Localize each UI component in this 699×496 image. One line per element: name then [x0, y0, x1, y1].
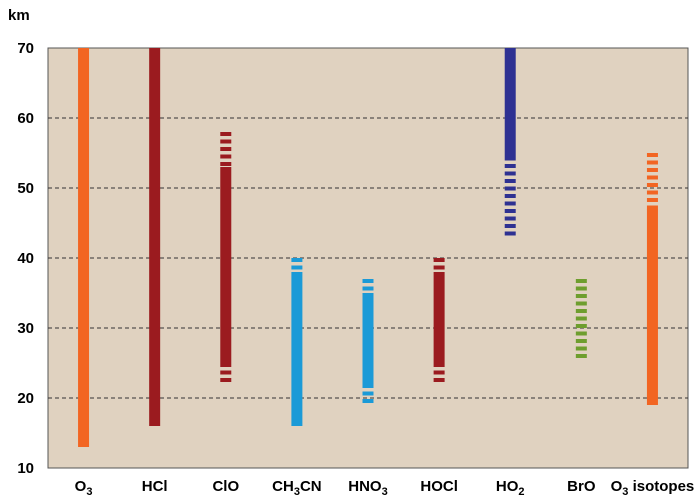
bar-dash-segment — [291, 258, 303, 262]
bar-dash-segment — [504, 179, 516, 183]
bar-dash-segment — [362, 279, 374, 283]
y-tick-label: 50 — [17, 180, 34, 197]
bar-dash-segment — [504, 171, 516, 176]
bar-dash-segment — [646, 190, 658, 195]
bar-solid-segment — [149, 48, 161, 426]
bar-dash-segment — [575, 316, 587, 321]
bar-6 — [504, 48, 516, 236]
bar-dash-segment — [646, 153, 658, 157]
y-axis-label: km — [8, 7, 30, 24]
bar-dash-segment — [575, 354, 587, 358]
bar-dash-segment — [362, 384, 374, 388]
bar-dash-segment — [220, 147, 232, 151]
bar-dash-segment — [646, 183, 658, 187]
bar-5 — [433, 258, 445, 382]
category-label: HNO3 — [348, 478, 387, 496]
bar-dash-segment — [504, 224, 516, 228]
category-label: BrO — [567, 478, 596, 495]
bar-dash-segment — [575, 331, 587, 336]
bar-dash-segment — [362, 286, 374, 291]
bar-dash-segment — [220, 370, 232, 375]
bar-dash-segment — [504, 201, 516, 206]
bar-dash-segment — [220, 132, 232, 136]
bar-dash-segment — [433, 378, 445, 382]
bar-solid-segment — [291, 272, 303, 426]
bar-dash-segment — [220, 139, 232, 144]
bar-dash-segment — [504, 156, 516, 161]
bar-dash-segment — [504, 186, 516, 191]
bar-dash-segment — [575, 324, 587, 328]
category-label: CH3CN — [272, 478, 321, 496]
bar-dash-segment — [646, 198, 658, 202]
y-tick-label: 10 — [17, 460, 34, 477]
category-label: HOCl — [420, 478, 458, 495]
bar-solid-segment — [433, 272, 445, 363]
bar-solid-segment — [646, 209, 658, 405]
plot-area — [47, 47, 689, 469]
y-tick-label: 30 — [17, 320, 34, 337]
bar-solid-segment — [78, 48, 90, 447]
y-tick-labels: 10 20 30 40 50 60 70 — [17, 40, 34, 477]
bar-dash-segment — [433, 265, 445, 270]
y-tick-label: 40 — [17, 250, 34, 267]
bar-solid-segment — [220, 167, 232, 363]
bar-dash-segment — [504, 209, 516, 213]
bar-dash-segment — [575, 279, 587, 283]
bar-dash-segment — [362, 391, 374, 396]
bar-3 — [291, 258, 303, 426]
bar-dash-segment — [575, 346, 587, 351]
bar-dash-segment — [504, 164, 516, 168]
category-label: O3 — [75, 478, 93, 496]
bar-dash-segment — [646, 175, 658, 180]
bar-solid-segment — [504, 48, 516, 157]
y-tick-label: 70 — [17, 40, 34, 57]
bar-1 — [149, 48, 161, 426]
bar-dash-segment — [220, 363, 232, 367]
bar-dash-segment — [504, 194, 516, 198]
bar-dash-segment — [504, 231, 516, 236]
bar-dash-segment — [433, 363, 445, 367]
bar-dash-segment — [220, 378, 232, 382]
bar-0 — [78, 48, 90, 447]
category-label: ClO — [212, 478, 239, 495]
category-labels: O3 HCl ClO CH3CN HNO3 HOCl HO2 BrO O3 isotopes — [75, 478, 695, 496]
category-label: O3 isotopes — [611, 478, 695, 496]
bar-dash-segment — [575, 339, 587, 343]
category-label: HO2 — [496, 478, 525, 496]
bar-8 — [646, 153, 658, 405]
category-label: HCl — [142, 478, 168, 495]
bar-7 — [575, 279, 587, 358]
bar-dash-segment — [504, 216, 516, 221]
bar-dash-segment — [362, 399, 374, 403]
bar-dash-segment — [220, 162, 232, 166]
bar-solid-segment — [362, 293, 374, 384]
bar-dash-segment — [575, 301, 587, 306]
bar-dash-segment — [291, 265, 303, 270]
bar-dash-segment — [575, 309, 587, 313]
bar-4 — [362, 279, 374, 403]
bar-dash-segment — [575, 286, 587, 291]
bar-dash-segment — [220, 154, 232, 159]
bar-dash-segment — [433, 258, 445, 262]
bar-dash-segment — [646, 205, 658, 210]
bar-dash-segment — [575, 294, 587, 298]
bar-dash-segment — [646, 168, 658, 172]
bar-dash-segment — [433, 370, 445, 375]
bar-dash-segment — [646, 160, 658, 165]
bars — [78, 48, 658, 447]
bar-2 — [220, 132, 232, 382]
y-tick-label: 60 — [17, 110, 34, 127]
y-tick-label: 20 — [17, 390, 34, 407]
